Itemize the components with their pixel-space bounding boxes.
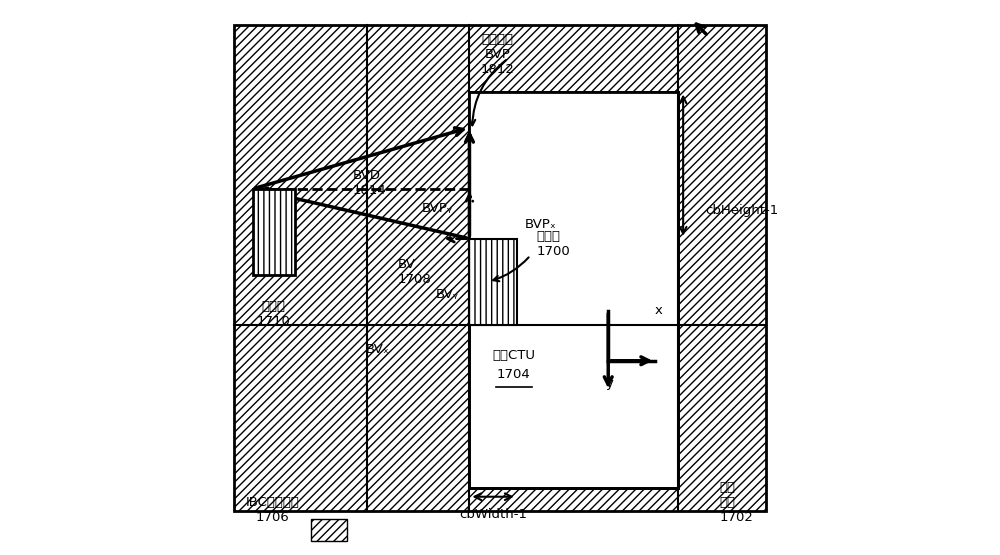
Text: 参考块
1710: 参考块 1710 xyxy=(257,300,290,327)
Bar xyxy=(469,92,678,325)
Bar xyxy=(469,239,517,325)
Text: BV
1708: BV 1708 xyxy=(397,258,431,286)
Bar xyxy=(469,92,678,488)
Text: BVᵧ: BVᵧ xyxy=(436,287,458,301)
Text: 经调整的
BVP
1812: 经调整的 BVP 1812 xyxy=(480,33,514,76)
Text: 1704: 1704 xyxy=(497,368,531,381)
Bar xyxy=(469,92,678,488)
Text: cbHeight-1: cbHeight-1 xyxy=(705,204,779,218)
Text: BVD
1814: BVD 1814 xyxy=(353,169,387,197)
Text: 当前块
1700: 当前块 1700 xyxy=(536,230,570,258)
Bar xyxy=(311,519,347,541)
Text: IBC参考区域
1706: IBC参考区域 1706 xyxy=(246,497,299,524)
Text: BVₓ: BVₓ xyxy=(366,343,390,356)
Text: y: y xyxy=(606,377,614,390)
Bar xyxy=(253,189,295,275)
Text: 当前
图片
1702: 当前 图片 1702 xyxy=(719,482,753,524)
Text: BVPᵧ: BVPᵧ xyxy=(422,201,453,215)
Text: BVPₓ: BVPₓ xyxy=(525,218,557,231)
Text: 当前CTU: 当前CTU xyxy=(492,349,535,362)
Bar xyxy=(234,25,766,511)
Text: x: x xyxy=(654,304,662,317)
Text: cbWidth-1: cbWidth-1 xyxy=(459,508,527,521)
